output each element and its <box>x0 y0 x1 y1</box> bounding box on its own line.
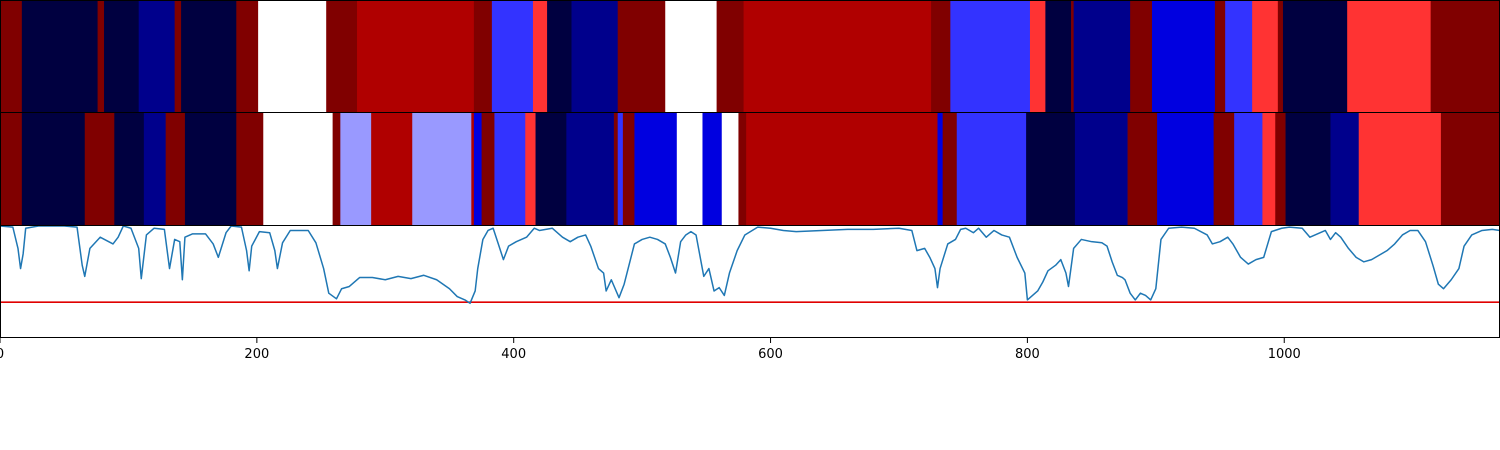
heatmap-middle-segment-19 <box>566 113 615 225</box>
heatmap-middle-segment-24 <box>676 113 703 225</box>
heatmap-middle-segment-27 <box>738 113 747 225</box>
heatmap-top-segment-31 <box>1277 1 1284 112</box>
heatmap-middle-segment-15 <box>481 113 495 225</box>
heatmap-middle-segment-43 <box>1440 113 1500 225</box>
heatmap-middle-segment-6 <box>184 113 237 225</box>
heatmap-top-segment-23 <box>1045 1 1072 112</box>
heatmap-top-segment-28 <box>1214 1 1226 112</box>
heatmap-middle-segment-4 <box>143 113 167 225</box>
heatmap-middle-segment-12 <box>412 113 472 225</box>
heatmap-top-segment-19 <box>743 1 932 112</box>
heatmap-middle-segment-13 <box>471 113 475 225</box>
heatmap-top-segment-7 <box>236 1 259 112</box>
heatmap-top-segment-15 <box>571 1 619 112</box>
heatmap-middle-segment-26 <box>721 113 739 225</box>
heatmap-top-segment-18 <box>716 1 744 112</box>
heatmap-top-segment-3 <box>104 1 140 112</box>
heatmap-top-segment-0 <box>0 1 23 112</box>
heatmap-top-segment-5 <box>174 1 182 112</box>
heatmap-top-segment-6 <box>181 1 237 112</box>
heatmap-middle-segment-2 <box>84 113 115 225</box>
heatmap-strip-middle <box>0 113 1500 225</box>
heatmap-middle-segment-36 <box>1213 113 1235 225</box>
heatmap-top-segment-17 <box>665 1 718 112</box>
heatmap-top-segment-30 <box>1252 1 1279 112</box>
heatmap-top-segment-24 <box>1071 1 1075 112</box>
heatmap-middle-segment-11 <box>371 113 413 225</box>
heatmap-middle-segment-21 <box>617 113 624 225</box>
heatmap-middle-segment-30 <box>942 113 958 225</box>
heatmap-top-segment-13 <box>532 1 548 112</box>
x-tick-label-1: 200 <box>244 347 269 362</box>
heatmap-middle-segment-31 <box>956 113 1027 225</box>
x-tick-label-5: 1000 <box>1268 347 1301 362</box>
heatmap-top-segment-9 <box>326 1 358 112</box>
heatmap-middle-segment-1 <box>21 113 86 225</box>
heatmap-middle-segment-23 <box>634 113 678 225</box>
heatmap-top-segment-33 <box>1347 1 1432 112</box>
heatmap-middle-segment-33 <box>1074 113 1128 225</box>
line-plot-background <box>0 225 1500 338</box>
heatmap-middle-segment-28 <box>746 113 938 225</box>
heatmap-top-segment-4 <box>138 1 176 112</box>
heatmap-middle-segment-42 <box>1358 113 1442 225</box>
heatmap-top-segment-27 <box>1151 1 1216 112</box>
heatmap-middle-segment-29 <box>937 113 944 225</box>
heatmap-top-segment-25 <box>1073 1 1131 112</box>
heatmap-top-segment-12 <box>491 1 534 112</box>
heatmap-middle-segment-9 <box>332 113 341 225</box>
line-plot-panel <box>0 225 1500 338</box>
heatmap-middle-segment-40 <box>1285 113 1331 225</box>
heatmap-top-segment-1 <box>21 1 98 112</box>
heatmap-middle-segment-37 <box>1234 113 1263 225</box>
heatmap-middle-segment-32 <box>1026 113 1076 225</box>
heatmap-middle-segment-3 <box>114 113 145 225</box>
heatmap-top-segment-8 <box>258 1 327 112</box>
heatmap-middle-segment-35 <box>1157 113 1215 225</box>
heatmap-middle-segment-7 <box>236 113 264 225</box>
heatmap-top-segment-26 <box>1130 1 1153 112</box>
x-tick-label-2: 400 <box>501 347 526 362</box>
heatmap-top-segment-20 <box>931 1 951 112</box>
heatmap-middle-segment-39 <box>1275 113 1286 225</box>
heatmap-middle-segment-38 <box>1262 113 1276 225</box>
x-tick-label-3: 600 <box>758 347 783 362</box>
heatmap-middle-segment-34 <box>1127 113 1158 225</box>
heatmap-top-segment-34 <box>1430 1 1500 112</box>
heatmap-middle-segment-8 <box>263 113 334 225</box>
heatmap-top-segment-16 <box>617 1 666 112</box>
heatmap-top-segment-14 <box>547 1 572 112</box>
heatmap-middle-segment-22 <box>622 113 635 225</box>
x-axis: 0 200 400 600 800 1000 <box>0 338 1301 362</box>
x-tick-label-0: 0 <box>0 347 4 362</box>
heatmap-middle-segment-10 <box>340 113 372 225</box>
heatmap-top-segment-2 <box>97 1 105 112</box>
heatmap-middle-segment-14 <box>473 113 482 225</box>
heatmap-strip-top <box>0 1 1500 112</box>
heatmap-middle-segment-18 <box>535 113 567 225</box>
heatmap-middle-segment-17 <box>525 113 536 225</box>
heatmap-middle-segment-5 <box>165 113 186 225</box>
heatmap-top-segment-32 <box>1282 1 1348 112</box>
heatmap-middle-segment-41 <box>1330 113 1360 225</box>
x-tick-label-4: 800 <box>1015 347 1040 362</box>
score-line-series <box>0 225 1500 305</box>
heatmap-middle-segment-20 <box>613 113 619 225</box>
heatmap-top-segment-11 <box>473 1 493 112</box>
heatmap-middle-segment-25 <box>702 113 723 225</box>
heatmap-middle-segment-16 <box>494 113 526 225</box>
heatmap-top-segment-21 <box>950 1 1031 112</box>
heatmap-top-segment-10 <box>357 1 475 112</box>
heatmap-middle-segment-0 <box>0 113 23 225</box>
heatmap-top-segment-22 <box>1029 1 1046 112</box>
heatmap-top-segment-29 <box>1225 1 1253 112</box>
